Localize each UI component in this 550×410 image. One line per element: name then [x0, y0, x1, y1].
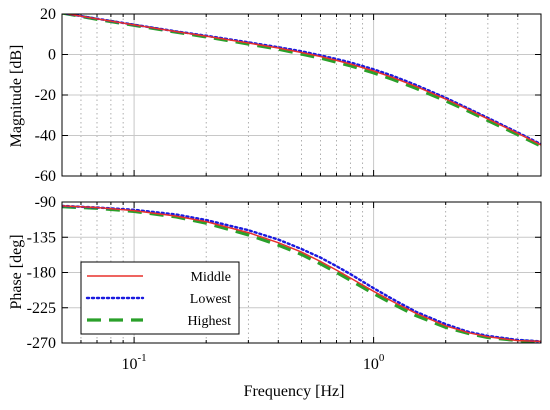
y-tick-label: 20 [40, 6, 56, 23]
magnitude-axis-label: Magnitude [dB] [8, 45, 25, 148]
magnitude-panel: 20 0 -20 -40 -60 [35, 6, 542, 185]
legend-label-lowest: Lowest [190, 292, 231, 307]
plot-frame [61, 201, 542, 344]
legend-label-highest: Highest [187, 314, 231, 329]
series-line-middle [63, 14, 541, 146]
series-line-middle [62, 205, 541, 343]
y-tick-label: -60 [35, 168, 56, 185]
legend: Middle Lowest Highest [80, 261, 240, 335]
y-tick-label: -180 [27, 265, 56, 282]
series-line-highest [62, 205, 541, 343]
y-tick-label: -40 [35, 128, 56, 145]
series-line-lowest [62, 204, 541, 343]
phase-axis-label: Phase [deg] [8, 234, 25, 309]
y-tick-label: -90 [35, 194, 56, 211]
x-tick-label: 100 [363, 352, 385, 373]
legend-label-middle: Middle [191, 270, 231, 285]
y-tick-label: -270 [27, 335, 56, 352]
y-tick-label: -225 [27, 300, 56, 317]
y-tick-label: -135 [27, 229, 56, 246]
plot-frame [61, 13, 542, 177]
y-tick-label: 0 [48, 47, 56, 64]
y-tick-label: -20 [35, 87, 56, 104]
frequency-axis-label: Frequency [Hz] [244, 383, 345, 400]
x-tick-label: 10-1 [122, 352, 147, 373]
phase-panel: -90 -135 -180 -225 -270 10-1 100 [27, 194, 542, 373]
